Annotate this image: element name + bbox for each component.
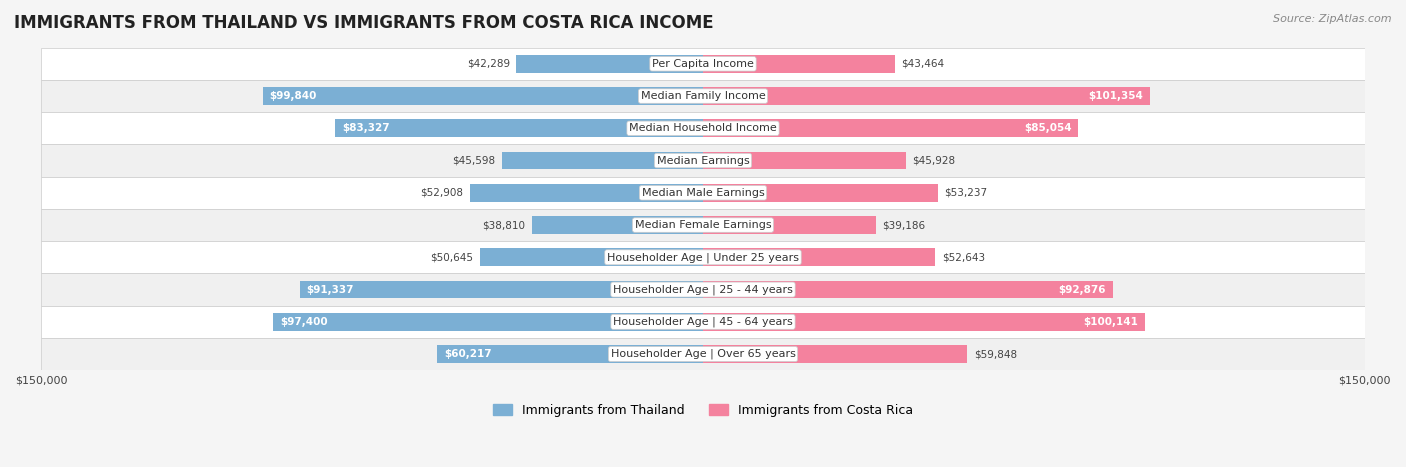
Bar: [470, 184, 703, 202]
Bar: [41, 306, 1365, 338]
Bar: [703, 120, 1078, 137]
Text: Per Capita Income: Per Capita Income: [652, 59, 754, 69]
Bar: [703, 216, 876, 234]
Bar: [437, 345, 703, 363]
Bar: [41, 274, 1365, 306]
Bar: [516, 55, 703, 73]
Bar: [299, 281, 703, 298]
Bar: [502, 152, 703, 170]
Text: $52,643: $52,643: [942, 252, 986, 262]
Text: $91,337: $91,337: [307, 284, 354, 295]
Text: $85,054: $85,054: [1024, 123, 1071, 133]
Text: Median Household Income: Median Household Income: [628, 123, 778, 133]
Text: $97,400: $97,400: [280, 317, 328, 327]
Bar: [41, 177, 1365, 209]
Text: $100,141: $100,141: [1083, 317, 1139, 327]
Bar: [41, 338, 1365, 370]
Text: $92,876: $92,876: [1059, 284, 1107, 295]
Text: $101,354: $101,354: [1088, 91, 1143, 101]
Bar: [41, 112, 1365, 144]
Text: Householder Age | 25 - 44 years: Householder Age | 25 - 44 years: [613, 284, 793, 295]
Text: $38,810: $38,810: [482, 220, 526, 230]
Legend: Immigrants from Thailand, Immigrants from Costa Rica: Immigrants from Thailand, Immigrants fro…: [488, 399, 918, 422]
Text: $43,464: $43,464: [901, 59, 945, 69]
Text: $99,840: $99,840: [269, 91, 316, 101]
Text: $52,908: $52,908: [420, 188, 463, 198]
Bar: [703, 152, 905, 170]
Bar: [703, 248, 935, 266]
Text: Median Earnings: Median Earnings: [657, 156, 749, 166]
Text: Householder Age | Over 65 years: Householder Age | Over 65 years: [610, 349, 796, 359]
Bar: [273, 313, 703, 331]
Text: Householder Age | 45 - 64 years: Householder Age | 45 - 64 years: [613, 317, 793, 327]
Bar: [703, 281, 1112, 298]
Bar: [703, 184, 938, 202]
Bar: [41, 80, 1365, 112]
Text: $45,598: $45,598: [453, 156, 495, 166]
Text: Householder Age | Under 25 years: Householder Age | Under 25 years: [607, 252, 799, 262]
Text: Source: ZipAtlas.com: Source: ZipAtlas.com: [1274, 14, 1392, 24]
Text: $39,186: $39,186: [883, 220, 925, 230]
Text: Median Male Earnings: Median Male Earnings: [641, 188, 765, 198]
Bar: [479, 248, 703, 266]
Bar: [703, 55, 894, 73]
Bar: [703, 345, 967, 363]
Bar: [41, 48, 1365, 80]
Text: $53,237: $53,237: [945, 188, 987, 198]
Text: $42,289: $42,289: [467, 59, 510, 69]
Text: $83,327: $83,327: [342, 123, 389, 133]
Text: $59,848: $59,848: [973, 349, 1017, 359]
Text: $50,645: $50,645: [430, 252, 472, 262]
Bar: [336, 120, 703, 137]
Text: IMMIGRANTS FROM THAILAND VS IMMIGRANTS FROM COSTA RICA INCOME: IMMIGRANTS FROM THAILAND VS IMMIGRANTS F…: [14, 14, 714, 32]
Text: $45,928: $45,928: [912, 156, 955, 166]
Bar: [531, 216, 703, 234]
Text: Median Family Income: Median Family Income: [641, 91, 765, 101]
Text: Median Female Earnings: Median Female Earnings: [634, 220, 772, 230]
Bar: [41, 144, 1365, 177]
Bar: [263, 87, 703, 105]
Bar: [41, 241, 1365, 274]
Bar: [703, 313, 1144, 331]
Bar: [703, 87, 1150, 105]
Bar: [41, 209, 1365, 241]
Text: $60,217: $60,217: [444, 349, 492, 359]
